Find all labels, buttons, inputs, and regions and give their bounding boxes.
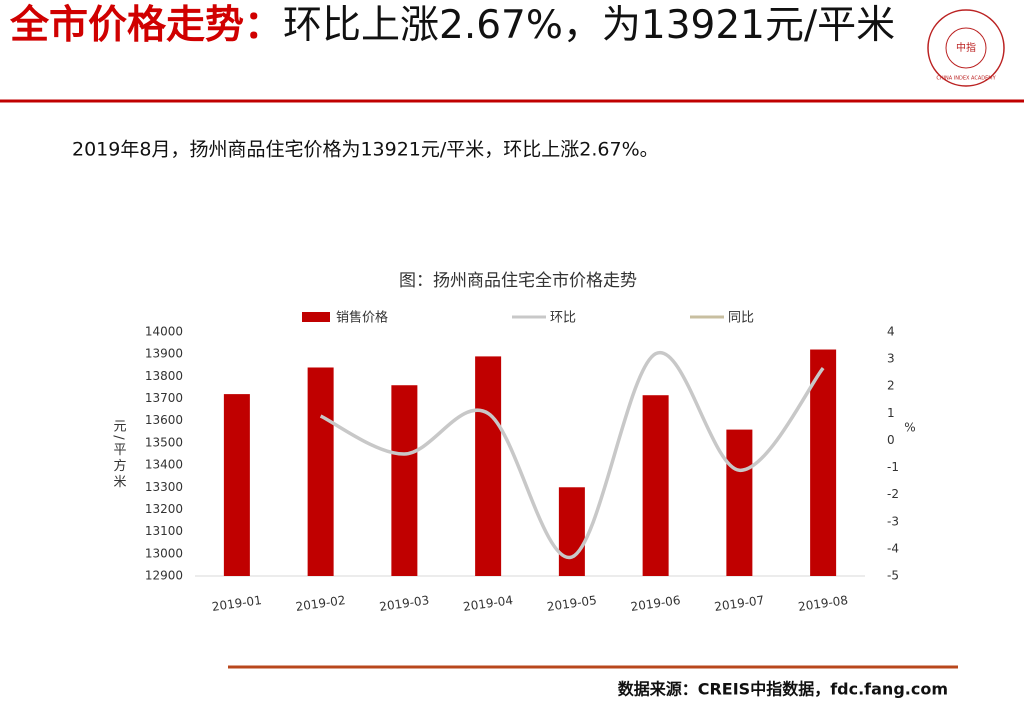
y-tick-label: 13600 xyxy=(145,413,183,427)
slide-title: 全市价格走势：环比上涨2.67%，为13921元/平米 xyxy=(10,4,915,48)
y-tick-label: 13300 xyxy=(145,480,183,494)
legend-label: 同比 xyxy=(728,311,754,326)
x-tick-label: 2019-01 xyxy=(211,593,263,614)
legend-label: 销售价格 xyxy=(336,310,388,326)
legend-label: 环比 xyxy=(550,311,576,326)
y2-tick-label: -2 xyxy=(887,487,899,501)
line-series xyxy=(319,350,825,559)
bar xyxy=(810,349,837,576)
y-tick-label: 12900 xyxy=(145,569,183,583)
title-highlight: 全市价格走势： xyxy=(10,3,284,48)
summary: 2019年8月，扬州商品住宅价格为13921元/平米，环比上涨2.67%。 xyxy=(72,139,659,161)
y2-tick-label: 3 xyxy=(887,352,895,366)
x-tick-label: 2019-05 xyxy=(546,593,598,614)
y-tick-label: 13800 xyxy=(145,369,183,383)
x-tick-label: 2019-02 xyxy=(295,593,347,614)
y2-tick-label: -5 xyxy=(887,569,899,583)
y2-tick-label: 2 xyxy=(887,379,895,393)
logo-ring-text: CHINA INDEX ACADEMY xyxy=(936,76,996,82)
x-tick-label: 2019-06 xyxy=(630,593,682,614)
y-tick-label: 13500 xyxy=(145,435,183,449)
bar xyxy=(558,487,585,576)
y2-tick-label: -4 xyxy=(887,541,899,555)
x-tick-label: 2019-03 xyxy=(379,593,431,614)
logo-center: 中指 xyxy=(956,41,976,54)
y2-tick-label: 4 xyxy=(887,325,895,339)
title-rest: 环比上涨2.67%，为13921元/平米 xyxy=(283,3,896,48)
chart-title: 图：扬州商品住宅全市价格走势 xyxy=(399,271,637,291)
y2-tick-label: -1 xyxy=(887,460,899,474)
legend-swatch xyxy=(302,312,330,322)
logo-ring xyxy=(927,9,1005,87)
y-tick-label: 13000 xyxy=(145,546,183,560)
bar xyxy=(223,394,250,576)
y-tick-label: 14000 xyxy=(145,325,183,339)
y2-tick-label: -3 xyxy=(887,514,899,528)
bar xyxy=(726,429,753,576)
y-tick-label: 13100 xyxy=(145,524,183,538)
y-tick-label: 13700 xyxy=(145,391,183,405)
bar xyxy=(475,356,502,576)
y-axis-label: 元/平方米 xyxy=(111,419,127,490)
y2-tick-label: 0 xyxy=(887,433,895,447)
y-tick-label: 13400 xyxy=(145,458,183,472)
x-tick-label: 2019-04 xyxy=(462,593,514,614)
y-tick-label: 13900 xyxy=(145,347,183,361)
x-tick-label: 2019-08 xyxy=(797,593,849,614)
bar xyxy=(307,367,334,576)
y-tick-label: 13200 xyxy=(145,502,183,516)
bar xyxy=(391,385,418,576)
logo-inner xyxy=(945,27,987,69)
y2-axis-label: % xyxy=(904,421,915,435)
source: 数据来源：CREIS中指数据，fdc.fang.com xyxy=(618,680,948,699)
y2-tick-label: 1 xyxy=(887,406,895,420)
x-tick-label: 2019-07 xyxy=(714,593,766,614)
bar xyxy=(642,395,669,576)
